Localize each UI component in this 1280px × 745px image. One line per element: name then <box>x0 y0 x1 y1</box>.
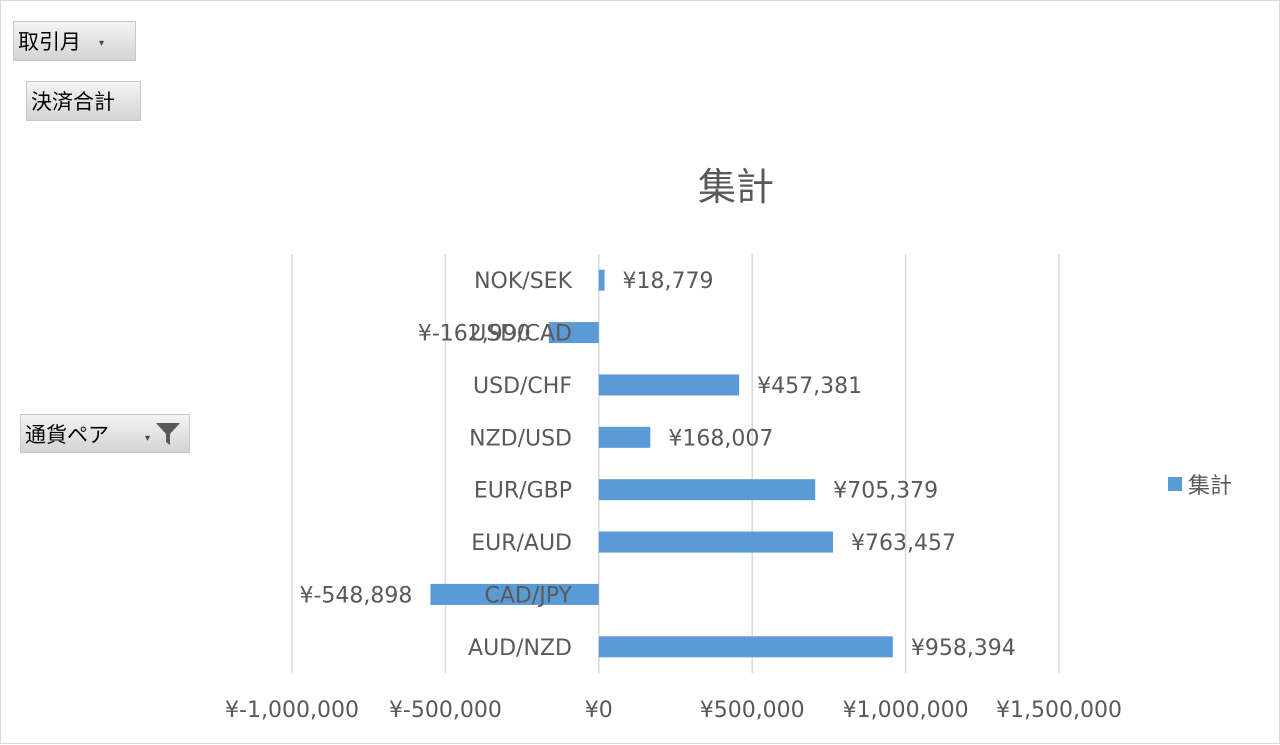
category-label: EUR/GBP <box>474 479 572 504</box>
x-tick-label: ¥500,000 <box>700 698 805 723</box>
x-tick-label: ¥-500,000 <box>389 698 502 723</box>
x-tick-label: ¥1,500,000 <box>996 698 1122 723</box>
data-label: ¥18,779 <box>623 269 714 294</box>
legend-entry: 集計 <box>1188 474 1233 499</box>
settle-total-button[interactable]: 決済合計 <box>26 81 141 121</box>
bar <box>598 374 740 396</box>
category-label: EUR/AUD <box>471 531 572 556</box>
x-tick-label: ¥0 <box>585 698 613 723</box>
bar <box>598 269 605 291</box>
x-tick-label: ¥-1,000,000 <box>225 698 359 723</box>
chevron-down-icon[interactable]: ▾ <box>145 433 151 444</box>
category-label: CAD/JPY <box>485 583 573 608</box>
month-filter-label: 取引月 <box>18 30 81 54</box>
bar <box>598 531 834 553</box>
category-label: NZD/USD <box>469 426 572 451</box>
currency-pair-filter-label: 通貨ペア <box>25 422 109 447</box>
bar <box>598 636 893 658</box>
data-label: ¥-162,990 <box>418 322 531 347</box>
filter-icon[interactable] <box>155 422 181 446</box>
data-label: ¥763,457 <box>851 531 956 556</box>
month-filter-button[interactable]: 取引月 ▾ <box>13 21 136 61</box>
data-label: ¥-548,898 <box>299 583 412 608</box>
category-label: AUD/NZD <box>468 636 572 661</box>
data-label: ¥457,381 <box>757 374 862 399</box>
category-label: NOK/SEK <box>474 269 572 294</box>
x-tick-label: ¥1,000,000 <box>843 698 969 723</box>
chart-title: 集計 <box>697 165 774 209</box>
bar <box>548 322 599 344</box>
currency-pair-filter-button[interactable]: 通貨ペア ▾ <box>20 414 190 453</box>
bar <box>430 583 599 605</box>
legend-swatch <box>1168 477 1182 491</box>
category-label: USD/CHF <box>473 374 572 399</box>
settle-total-label: 決済合計 <box>31 90 115 114</box>
data-label: ¥168,007 <box>668 426 773 451</box>
data-label: ¥705,379 <box>833 479 938 504</box>
chevron-down-icon[interactable]: ▾ <box>99 37 105 49</box>
legend: 集計 <box>1168 468 1232 500</box>
bar <box>598 479 816 501</box>
data-label: ¥958,394 <box>911 636 1016 661</box>
category-label: USD/CAD <box>470 322 572 347</box>
bar <box>598 426 651 448</box>
